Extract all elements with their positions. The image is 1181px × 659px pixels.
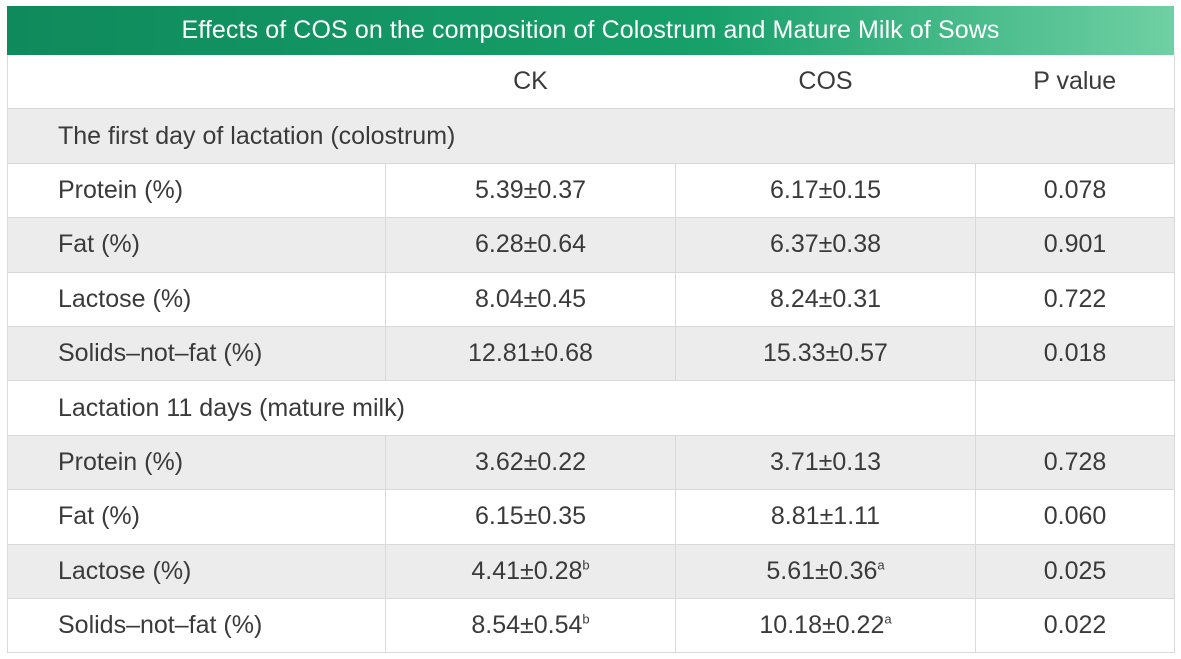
cos-value: 6.37±0.38 [675, 217, 976, 273]
ck-value-text: 4.41±0.28 [471, 556, 583, 585]
cos-value: 5.61±0.36a [675, 543, 976, 599]
ck-value-text: 6.28±0.64 [474, 230, 587, 259]
cos-value: 8.81±1.11 [675, 489, 976, 545]
section-label: The first day of lactation (colostrum) [7, 108, 1175, 164]
p-value: 0.025 [975, 543, 1175, 599]
composition-table: CK COS P value The first day of lactation (… [7, 55, 1175, 654]
row-label: Protein (%) [7, 162, 386, 219]
header-cos: COS [675, 55, 976, 110]
section-label: Lactation 11 days (mature milk) [7, 380, 976, 436]
table-row: Solids–not–fat (%) 12.81±0.68 15.33±0.57 0.… [7, 325, 1175, 382]
header-row: CK COS P value [7, 55, 1175, 110]
cos-value-text: 8.81±1.11 [770, 502, 881, 531]
header-blank [7, 55, 386, 110]
row-label: Lactose (%) [7, 271, 386, 327]
ck-value: 12.81±0.68 [385, 325, 676, 382]
table-row: Protein (%) 3.62±0.22 3.71±0.13 0.728 [7, 434, 1175, 491]
cos-value-superscript: a [877, 557, 885, 573]
p-value: 0.901 [975, 217, 1175, 273]
table-row: Lactose (%) 8.04±0.45 8.24±0.31 0.722 [7, 271, 1175, 327]
row-label: Protein (%) [7, 434, 386, 491]
table-title: Effects of COS on the composition of Col… [7, 6, 1174, 55]
ck-value: 4.41±0.28b [385, 543, 676, 599]
cos-value-text: 3.71±0.13 [769, 447, 882, 476]
section-row: The first day of lactation (colostrum) [7, 108, 1175, 164]
row-label: Solids–not–fat (%) [7, 325, 386, 382]
cos-value-superscript: a [884, 611, 892, 627]
cos-value-text: 6.37±0.38 [769, 230, 882, 259]
ck-value: 6.15±0.35 [385, 489, 676, 545]
p-value: 0.022 [975, 597, 1175, 654]
cos-value: 8.24±0.31 [675, 271, 976, 327]
table-row: Lactose (%) 4.41±0.28b 5.61±0.36a 0.025 [7, 543, 1175, 599]
ck-value-text: 5.39±0.37 [474, 175, 587, 204]
cos-value: 15.33±0.57 [675, 325, 976, 382]
cos-value-text: 5.61±0.36 [766, 556, 878, 585]
table-row: Protein (%) 5.39±0.37 6.17±0.15 0.078 [7, 162, 1175, 219]
row-label: Fat (%) [7, 217, 386, 273]
section-row: Lactation 11 days (mature milk) [7, 380, 1175, 436]
table-body: CK COS P value The first day of lactation (… [7, 55, 1175, 654]
ck-value-text: 8.54±0.54 [471, 611, 583, 640]
ck-value-text: 6.15±0.35 [474, 502, 587, 531]
row-label: Solids–not–fat (%) [7, 597, 386, 654]
p-value: 0.728 [975, 434, 1175, 491]
ck-value: 3.62±0.22 [385, 434, 676, 491]
table-row: Fat (%) 6.28±0.64 6.37±0.38 0.901 [7, 217, 1175, 273]
ck-value: 8.54±0.54b [385, 597, 676, 654]
ck-value: 8.04±0.45 [385, 271, 676, 327]
ck-value: 5.39±0.37 [385, 162, 676, 219]
ck-value: 6.28±0.64 [385, 217, 676, 273]
cos-value-text: 10.18±0.22 [759, 611, 885, 640]
p-value: 0.018 [975, 325, 1175, 382]
ck-value-text: 3.62±0.22 [474, 447, 587, 476]
ck-value-superscript: b [582, 611, 590, 627]
cos-value-text: 15.33±0.57 [763, 339, 888, 368]
section-end-cell [975, 380, 1175, 436]
row-label: Fat (%) [7, 489, 386, 545]
cos-value: 10.18±0.22a [675, 597, 976, 654]
table-row: Fat (%) 6.15±0.35 8.81±1.11 0.060 [7, 489, 1175, 545]
p-value: 0.722 [975, 271, 1175, 327]
cos-value: 6.17±0.15 [675, 162, 976, 219]
header-ck: CK [385, 55, 676, 110]
ck-value-superscript: b [582, 557, 590, 573]
ck-value-text: 8.04±0.45 [474, 284, 587, 313]
header-p-value: P value [975, 55, 1175, 110]
p-value: 0.060 [975, 489, 1175, 545]
p-value: 0.078 [975, 162, 1175, 219]
cos-value: 3.71±0.13 [675, 434, 976, 491]
cos-value-text: 8.24±0.31 [769, 284, 882, 313]
row-label: Lactose (%) [7, 543, 386, 599]
cos-value-text: 6.17±0.15 [769, 175, 882, 204]
table-row: Solids–not–fat (%) 8.54±0.54b 10.18±0.22a 0… [7, 597, 1175, 654]
ck-value-text: 12.81±0.68 [468, 339, 593, 368]
table-container: Effects of COS on the composition of Col… [7, 6, 1175, 654]
